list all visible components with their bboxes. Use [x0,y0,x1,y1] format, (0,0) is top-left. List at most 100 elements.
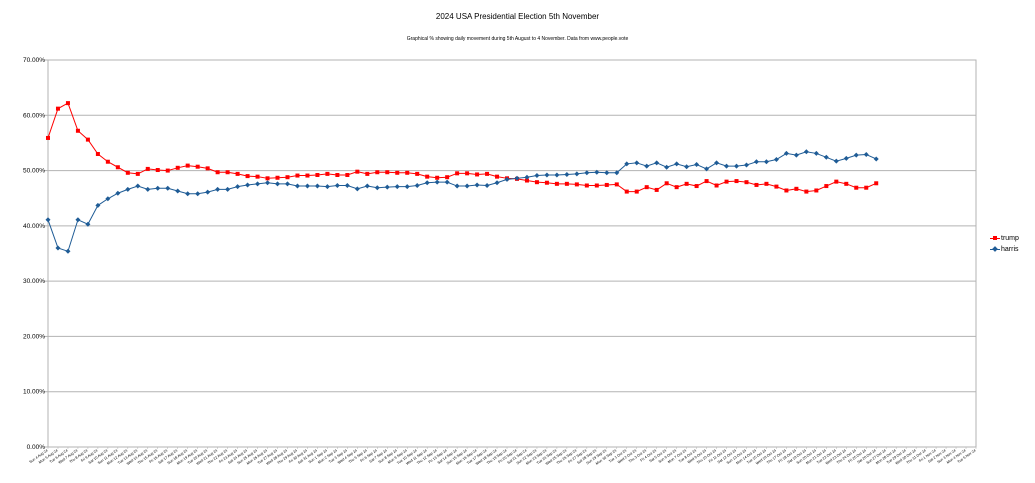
data-point-trump [415,171,420,176]
data-point-trump [664,181,669,186]
data-point-harris [634,160,640,166]
data-point-trump [684,181,689,186]
data-point-harris [404,184,410,190]
y-tick-label: 30.00% [23,278,45,285]
data-point-harris [265,180,271,186]
y-tick-label: 40.00% [23,223,45,230]
data-point-trump [65,101,70,106]
data-point-trump [674,185,679,190]
data-point-trump [844,181,849,186]
data-point-harris [235,184,241,190]
data-point-trump [145,166,150,171]
data-point-harris [813,150,819,156]
data-point-harris [225,186,231,192]
data-point-trump [475,172,480,177]
data-point-harris [145,186,151,192]
data-point-trump [854,185,859,190]
data-point-trump [594,183,599,188]
data-point-trump [335,172,340,177]
data-point-harris [504,176,510,182]
data-point-harris [564,171,570,177]
data-point-harris [484,182,490,188]
plot-area [47,59,977,448]
data-point-trump [205,166,210,171]
series-line-trump [47,102,877,193]
data-point-trump [634,189,639,194]
data-point-harris [514,175,520,181]
data-point-trump [495,174,500,179]
data-point-trump [75,128,80,133]
data-point-harris [245,182,251,188]
data-point-trump [175,165,180,170]
data-point-trump [85,137,90,142]
data-point-harris [284,181,290,187]
data-point-trump [564,181,569,186]
data-point-harris [644,163,650,169]
data-point-harris [724,163,730,169]
data-point-trump [544,180,549,185]
data-point-trump [445,175,450,180]
data-point-harris [654,160,660,166]
data-point-trump [774,184,779,189]
data-point-trump [405,170,410,175]
data-point-trump [225,170,230,175]
data-point-trump [744,180,749,185]
data-point-harris [524,174,530,180]
data-point-harris [753,159,759,165]
data-point-trump [584,183,589,188]
data-point-harris [694,161,700,167]
data-point-harris [843,155,849,161]
data-point-trump [534,180,539,185]
data-point-trump [794,186,799,191]
data-point-harris [414,182,420,188]
data-point-harris [394,184,400,190]
y-tick-label: 20.00% [23,333,45,340]
chart-title: 2024 USA Presidential Election 5th Novem… [435,12,600,21]
data-point-trump [255,174,260,179]
data-point-harris [205,189,211,195]
data-point-trump [734,179,739,184]
data-point-harris [853,152,859,158]
trump-legend-marker [990,234,1000,242]
data-point-trump [554,181,559,186]
data-point-trump [155,168,160,173]
data-point-harris [324,184,330,190]
data-point-harris [803,149,809,155]
data-point-trump [275,175,280,180]
data-point-trump [345,172,350,177]
data-point-harris [384,184,390,190]
data-point-trump [574,182,579,187]
data-point-harris [783,150,789,156]
data-point-trump [524,178,529,183]
data-point-trump [834,179,839,184]
legend-label-harris: harris [1001,245,1019,253]
data-point-trump [824,184,829,189]
data-point-harris [304,183,310,189]
data-point-trump [784,188,789,193]
data-point-harris [494,180,500,186]
data-point-trump [295,173,300,178]
data-point-harris [314,183,320,189]
data-point-harris [135,183,141,189]
data-point-harris [763,159,769,165]
data-point-harris [275,181,281,187]
data-point-harris [185,191,191,197]
data-point-harris [125,186,131,192]
legend-item-harris: harris [990,245,1019,253]
data-point-trump [624,189,629,194]
data-point-harris [344,182,350,188]
data-point-harris [255,181,261,187]
data-point-trump [435,175,440,180]
data-point-trump [814,188,819,193]
data-point-trump [125,170,130,175]
data-point-harris [294,183,300,189]
data-point-trump [245,174,250,179]
data-point-harris [454,183,460,189]
data-point-harris [464,183,470,189]
data-point-harris [175,188,181,194]
data-point-harris [873,156,879,162]
data-point-harris [374,185,380,191]
y-tick-label: 50.00% [23,168,45,175]
